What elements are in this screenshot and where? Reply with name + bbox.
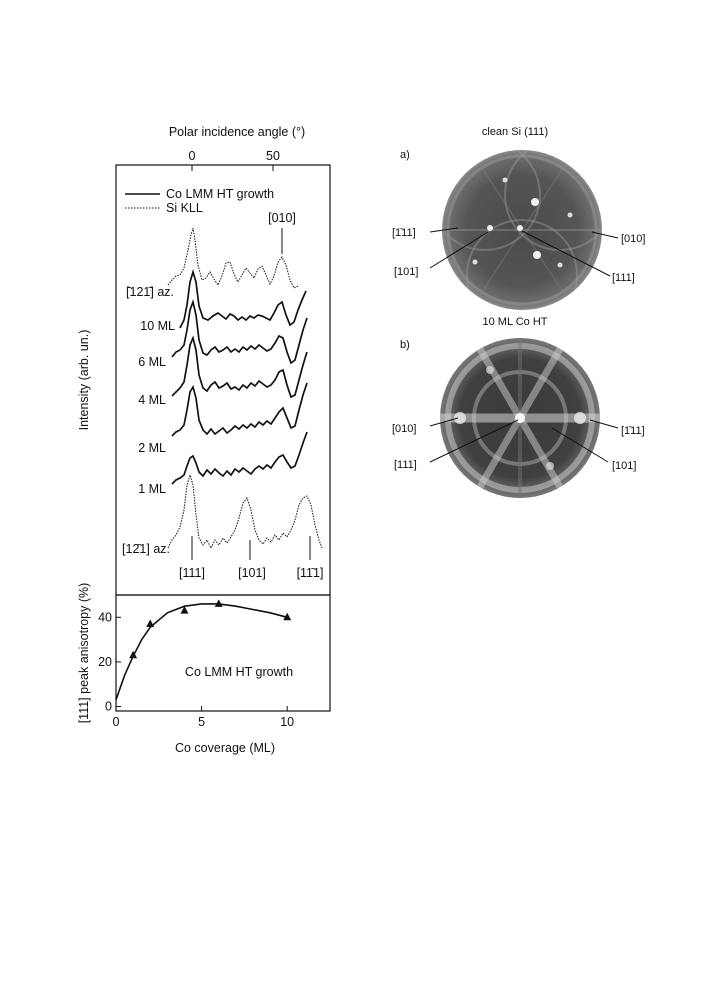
- curve: [171, 382, 308, 437]
- pattern-label: [010]: [621, 233, 645, 245]
- curve-bottom-dotted: [12̄1] az.: [122, 473, 323, 556]
- pattern-title: clean Si (111): [482, 126, 548, 138]
- series-label: 4 ML: [138, 393, 166, 407]
- anisotropy-frame: [115, 594, 331, 712]
- curve: [167, 227, 299, 289]
- series-label: 1 ML: [138, 482, 166, 496]
- curve-2ml: 2 ML: [138, 382, 308, 455]
- anisotropy-panel: 0 5 10 0 20 40 Co LMM HT growth Co coverage (…: [77, 583, 331, 755]
- pattern-leader: [521, 230, 611, 277]
- pattern-b: 10 ML Co HT b) [010] [1̄11] [111] [101]: [392, 316, 645, 498]
- curve: [171, 431, 308, 485]
- pattern-label: [010]: [392, 423, 416, 435]
- peak-marker-label: [11̄1]: [297, 566, 324, 580]
- pattern-label: [101]: [394, 266, 418, 278]
- pattern-leader: [429, 227, 459, 233]
- data-point: [283, 612, 292, 621]
- scan-panel: Polar incidence angle (°) 0 50 Intensity…: [77, 125, 331, 596]
- y-tick-label: 20: [98, 655, 112, 669]
- top-tick-label: 0: [189, 149, 196, 163]
- curve: [167, 473, 323, 550]
- legend: Co LMM HT growth Si KLL: [125, 187, 274, 215]
- pattern-label: [111]: [612, 272, 635, 284]
- y-tick-label: 40: [98, 610, 112, 624]
- pattern-leader: [551, 427, 609, 463]
- series-label: [̄121̄] az.: [126, 285, 174, 299]
- curve-top-dotted: [̄121̄] az.: [126, 227, 299, 299]
- pattern-texture: [440, 338, 600, 498]
- data-point: [129, 650, 138, 659]
- pattern-title: 10 ML Co HT: [482, 316, 547, 328]
- x-tick-label: 10: [280, 715, 294, 729]
- anisotropy-annotation: Co LMM HT growth: [185, 665, 293, 679]
- top-axis-label: Polar incidence angle (°): [169, 125, 305, 139]
- legend-label: Co LMM HT growth: [166, 187, 274, 201]
- series-label: 2 ML: [138, 441, 166, 455]
- pattern-leader: [429, 419, 519, 463]
- pattern-leader: [591, 231, 619, 239]
- curve: [171, 299, 308, 365]
- pattern-label: [1̄11]: [621, 425, 645, 437]
- pattern-label: [1̄11]: [392, 227, 416, 239]
- curve: [171, 335, 308, 399]
- pattern-label: [111]: [394, 459, 417, 471]
- peak-marker-label: [111]: [179, 566, 205, 580]
- series-label: 10 ML: [140, 319, 175, 333]
- anisotropy-ticks: 0 5 10 0 20 40: [98, 610, 294, 729]
- pattern-a: clean Si (111) a) [1̄11] [010] [101] [11: [392, 126, 645, 310]
- data-point: [180, 606, 189, 614]
- curve-4ml: 4 ML: [138, 335, 308, 407]
- x-tick-label: 0: [113, 715, 120, 729]
- data-point: [146, 619, 155, 627]
- x-axis-label: Co coverage (ML): [175, 741, 275, 755]
- peak-marker-label: [010]: [268, 211, 296, 225]
- curve-10ml: 10 ML: [140, 269, 307, 333]
- pattern-leader: [589, 419, 619, 429]
- y-axis-label: Intensity (arb. un.): [77, 330, 91, 431]
- pattern-label: [101]: [612, 460, 636, 472]
- pattern-letter: a): [400, 149, 410, 161]
- pattern-letter: b): [400, 339, 410, 351]
- top-tick-label: 50: [266, 149, 280, 163]
- pattern-texture: [442, 150, 602, 310]
- curve: [179, 269, 307, 329]
- legend-label: Si KLL: [166, 201, 203, 215]
- curve-1ml: 1 ML: [138, 431, 308, 496]
- y-tick-label: 0: [105, 700, 112, 714]
- scan-frame: [115, 164, 331, 596]
- peak-marker-label: [101]: [238, 566, 266, 580]
- curve-6ml: 6 ML: [138, 299, 308, 369]
- series-label: [12̄1] az.: [122, 542, 170, 556]
- pattern-leader: [429, 417, 459, 427]
- pattern-leader: [429, 231, 489, 269]
- y-axis-label: [111] peak anisotropy (%): [77, 583, 91, 724]
- x-tick-label: 5: [198, 715, 205, 729]
- anisotropy-points: [129, 599, 292, 659]
- fit-curve: [115, 603, 288, 701]
- data-point: [214, 599, 223, 607]
- series-label: 6 ML: [138, 355, 166, 369]
